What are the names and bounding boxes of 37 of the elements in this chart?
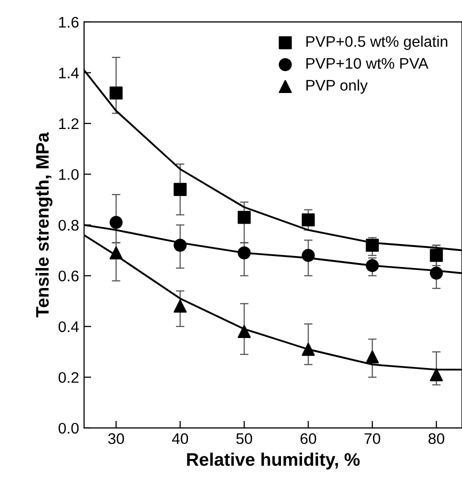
y-tick-label: 0.2 bbox=[58, 372, 78, 383]
y-tick-label: 0.8 bbox=[58, 220, 79, 231]
point bbox=[110, 86, 123, 100]
point bbox=[302, 342, 315, 356]
point bbox=[174, 238, 187, 252]
y-tick-label: 0.4 bbox=[58, 321, 79, 332]
point bbox=[238, 325, 251, 338]
point bbox=[366, 238, 379, 252]
point bbox=[238, 210, 251, 224]
legend-label: PVP+0.5 wt% gelatin bbox=[306, 36, 448, 50]
point bbox=[302, 213, 315, 226]
y-tick-label: 1.2 bbox=[59, 118, 78, 129]
x-tick-label: 60 bbox=[300, 433, 316, 444]
point bbox=[238, 246, 251, 260]
point bbox=[302, 248, 315, 262]
y-axis-title: Tensile strength, MPa bbox=[36, 132, 52, 318]
point bbox=[430, 368, 443, 382]
point bbox=[366, 350, 379, 364]
point bbox=[174, 300, 187, 313]
x-tick-label: 70 bbox=[364, 433, 380, 444]
legend-label: PVP+10 wt% PVA bbox=[306, 58, 428, 69]
y-tick-label: 0.6 bbox=[58, 270, 79, 282]
x-tick-label: 50 bbox=[236, 433, 252, 444]
y-tick-label: 0.0 bbox=[58, 422, 79, 434]
y-tick-label: 1.6 bbox=[59, 16, 79, 28]
x-tick-label: 30 bbox=[108, 433, 124, 444]
point bbox=[430, 248, 443, 262]
x-axis-title: Relative humidity, % bbox=[187, 452, 360, 470]
x-tick-label: 40 bbox=[172, 433, 188, 444]
point bbox=[110, 216, 123, 229]
point bbox=[430, 266, 443, 280]
y-tick-label: 1.4 bbox=[59, 68, 79, 78]
legend-label: PVP only bbox=[306, 79, 368, 94]
point bbox=[110, 246, 123, 260]
point bbox=[174, 182, 187, 196]
x-tick-label: 80 bbox=[428, 433, 444, 444]
y-tick-label: 1.0 bbox=[59, 169, 79, 180]
